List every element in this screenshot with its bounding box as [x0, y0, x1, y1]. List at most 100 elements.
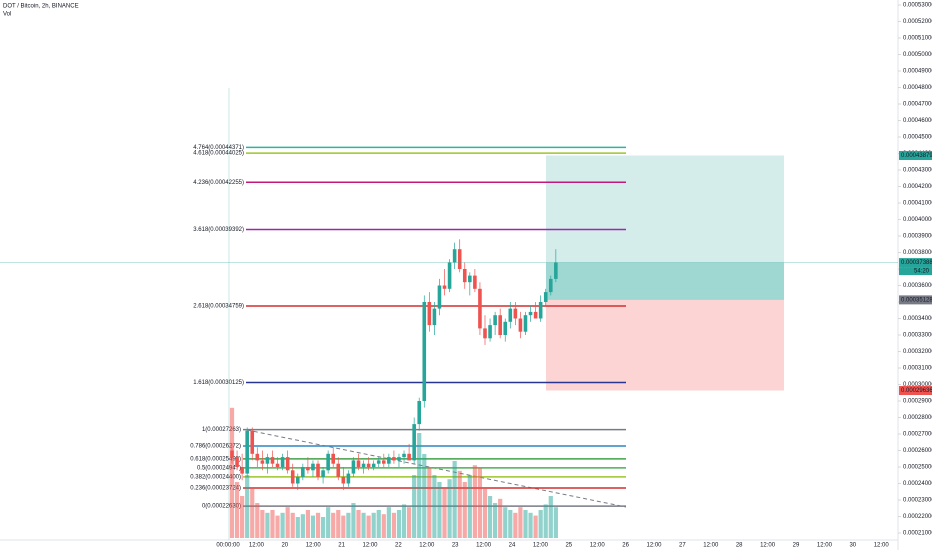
- candle-body: [473, 275, 477, 289]
- volume-bar: [295, 517, 300, 538]
- volume-bar: [553, 507, 558, 538]
- candle-body: [311, 463, 315, 471]
- y-tick-label: 0.00022000: [903, 514, 932, 520]
- candle-body: [432, 308, 437, 326]
- open-profit-zone: [546, 262, 784, 300]
- candle-body: [397, 457, 401, 461]
- candle-body: [412, 424, 416, 461]
- x-tick-label: 12:00: [590, 543, 606, 549]
- candle-body: [533, 311, 538, 319]
- candle-body: [447, 262, 452, 289]
- candle-body: [498, 315, 502, 335]
- candle-body: [513, 308, 518, 319]
- x-tick-label: 12:00: [703, 543, 719, 549]
- volume-bar: [290, 512, 295, 538]
- volume-bar: [452, 461, 457, 538]
- candle-body: [402, 453, 406, 458]
- y-tick-label: 0.00032000: [903, 349, 932, 355]
- volume-bar: [457, 470, 462, 538]
- volume-bar: [477, 468, 483, 538]
- fib-label: 0.5(0.00024947): [197, 465, 241, 471]
- y-tick-label: 0.00041000: [903, 201, 932, 207]
- y-tick-label: 0.00030000: [903, 382, 932, 388]
- volume-bar: [310, 515, 316, 538]
- y-tick-label: 0.00049000: [903, 69, 932, 75]
- volume-bar: [417, 433, 422, 538]
- volume-bar: [432, 475, 437, 538]
- volume-bar: [487, 496, 493, 538]
- fib-label: 0.382(0.00024400): [190, 474, 241, 480]
- volume-bar: [376, 510, 381, 538]
- y-tick-label: 0.00043000: [903, 168, 932, 174]
- y-tick-label: 0.00053000: [903, 3, 932, 9]
- candle-body: [457, 249, 462, 269]
- candle-body: [230, 450, 234, 458]
- volume-bar: [285, 507, 290, 538]
- volume-bar: [447, 479, 452, 538]
- candle-body: [331, 453, 335, 464]
- x-tick-label: 12:00: [760, 543, 776, 549]
- volume-bar: [427, 468, 432, 538]
- candle-body: [356, 460, 361, 467]
- y-tick-label: 0.00025000: [903, 465, 932, 471]
- y-tick-label: 0.00031000: [903, 366, 932, 372]
- candle-body: [387, 457, 391, 464]
- entry-tag: 0.00035128: [901, 297, 932, 303]
- volume-bar: [396, 510, 402, 538]
- volume-bar: [538, 510, 543, 538]
- x-tick-label: 12:00: [249, 543, 265, 549]
- candle-body: [407, 453, 411, 461]
- volume-bar: [508, 510, 513, 538]
- candle-body: [336, 463, 341, 477]
- volume-bar: [366, 515, 371, 538]
- volume-bar: [401, 504, 407, 538]
- x-tick-label: 12:00: [874, 543, 890, 549]
- candle-body: [270, 457, 275, 464]
- target-tag-box: [899, 150, 932, 160]
- volume-bar: [412, 475, 417, 538]
- volume-bar: [548, 496, 553, 538]
- y-tick-label: 0.00050000: [903, 52, 932, 58]
- y-tick-label: 0.00047000: [903, 102, 932, 108]
- x-tick-label: 22: [395, 543, 402, 549]
- fib-label: 0(0.00022630): [202, 504, 241, 510]
- volume-bar: [346, 512, 351, 538]
- candle-body: [488, 325, 492, 339]
- volume-bar: [437, 482, 442, 538]
- y-tick-label: 0.00029000: [903, 399, 932, 405]
- x-tick-label: 24: [509, 543, 516, 549]
- volume-bar: [275, 515, 280, 538]
- x-tick-label: 26: [622, 543, 629, 549]
- candle-body: [503, 321, 508, 335]
- volume-bar: [255, 503, 260, 538]
- candle-body: [341, 476, 346, 484]
- x-tick-label: 00:00:00: [216, 543, 240, 549]
- candle-body: [554, 262, 558, 279]
- candle-body: [371, 463, 376, 467]
- y-tick-label: 0.00040000: [903, 217, 932, 223]
- candle-body: [321, 470, 325, 477]
- loss-zone: [546, 299, 784, 391]
- volume-bar: [467, 475, 472, 538]
- candle-body: [290, 470, 295, 484]
- candle-body: [538, 302, 543, 319]
- x-tick-label: 21: [338, 543, 345, 549]
- candle-body: [295, 476, 300, 484]
- volume-bar: [493, 503, 498, 538]
- volume-bar: [320, 517, 326, 538]
- x-tick-label: 12:00: [362, 543, 378, 549]
- y-tick-label: 0.00026000: [903, 448, 932, 454]
- symbol-title: DOT / Bitcoin, 2h, BINANCE: [3, 4, 79, 10]
- candle-body: [240, 467, 244, 474]
- candle-body: [285, 457, 290, 471]
- x-tick-label: 30: [849, 543, 856, 549]
- candle-body: [468, 275, 472, 283]
- candle-body: [376, 460, 381, 464]
- candle-body: [260, 460, 265, 464]
- volume-bar: [407, 507, 412, 538]
- candle-body: [548, 278, 553, 293]
- fib-label: 0.236(0.00023724): [190, 486, 241, 492]
- volume-bar: [513, 512, 518, 538]
- x-tick-label: 12:00: [419, 543, 435, 549]
- fib-label: 0.786(0.00026272): [190, 444, 241, 450]
